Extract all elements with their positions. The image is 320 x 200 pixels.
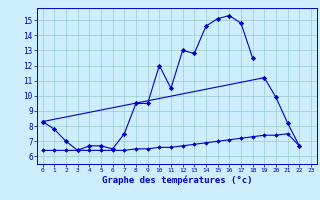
X-axis label: Graphe des températures (°c): Graphe des températures (°c)	[101, 176, 252, 185]
